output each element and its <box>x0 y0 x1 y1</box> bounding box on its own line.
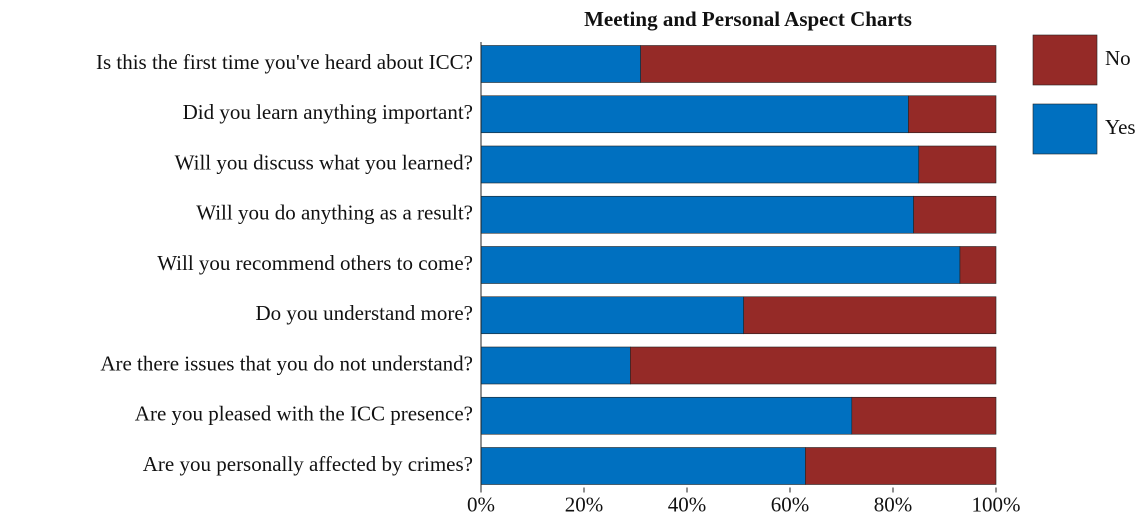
y-tick-label: Will you do anything as a result? <box>196 201 473 225</box>
bar <box>630 346 997 385</box>
y-tick-label: Do you understand more? <box>255 301 473 325</box>
bar <box>918 145 997 184</box>
bar <box>851 396 997 435</box>
legend-swatch <box>1032 34 1098 86</box>
legend-swatch <box>1032 103 1098 155</box>
bar <box>480 45 641 83</box>
bar <box>480 346 631 385</box>
y-tick-label: Will you recommend others to come? <box>157 251 473 275</box>
chart-title: Meeting and Personal Aspect Charts <box>584 7 912 31</box>
bar <box>743 296 997 335</box>
bar <box>480 95 909 134</box>
bar <box>480 195 914 234</box>
y-tick-label: Are you pleased with the ICC presence? <box>135 402 473 426</box>
bar <box>959 246 997 284</box>
bar <box>908 95 997 134</box>
y-tick-label: Did you learn anything important? <box>183 100 473 124</box>
y-tick-label: Is this the first time you've heard abou… <box>96 50 473 74</box>
x-tick-label: 20% <box>565 492 604 516</box>
bar <box>640 45 997 83</box>
x-tick-label: 60% <box>771 492 810 516</box>
x-tick-label: 100% <box>972 492 1021 516</box>
bar <box>480 246 961 284</box>
x-tick-label: 0% <box>467 492 495 516</box>
x-tick-label: 40% <box>668 492 707 516</box>
bar <box>480 447 806 485</box>
y-tick-label: Will you discuss what you learned? <box>175 150 473 174</box>
bar <box>480 396 853 435</box>
bar <box>480 296 744 335</box>
x-tick-label: 80% <box>874 492 913 516</box>
bar <box>913 195 997 234</box>
legend-label: No <box>1105 46 1131 70</box>
legend-label: Yes <box>1105 115 1136 139</box>
y-tick-label: Are there issues that you do not underst… <box>100 351 473 375</box>
bar <box>805 447 997 485</box>
y-tick-label: Are you personally affected by crimes? <box>143 452 473 476</box>
bar <box>480 145 920 184</box>
